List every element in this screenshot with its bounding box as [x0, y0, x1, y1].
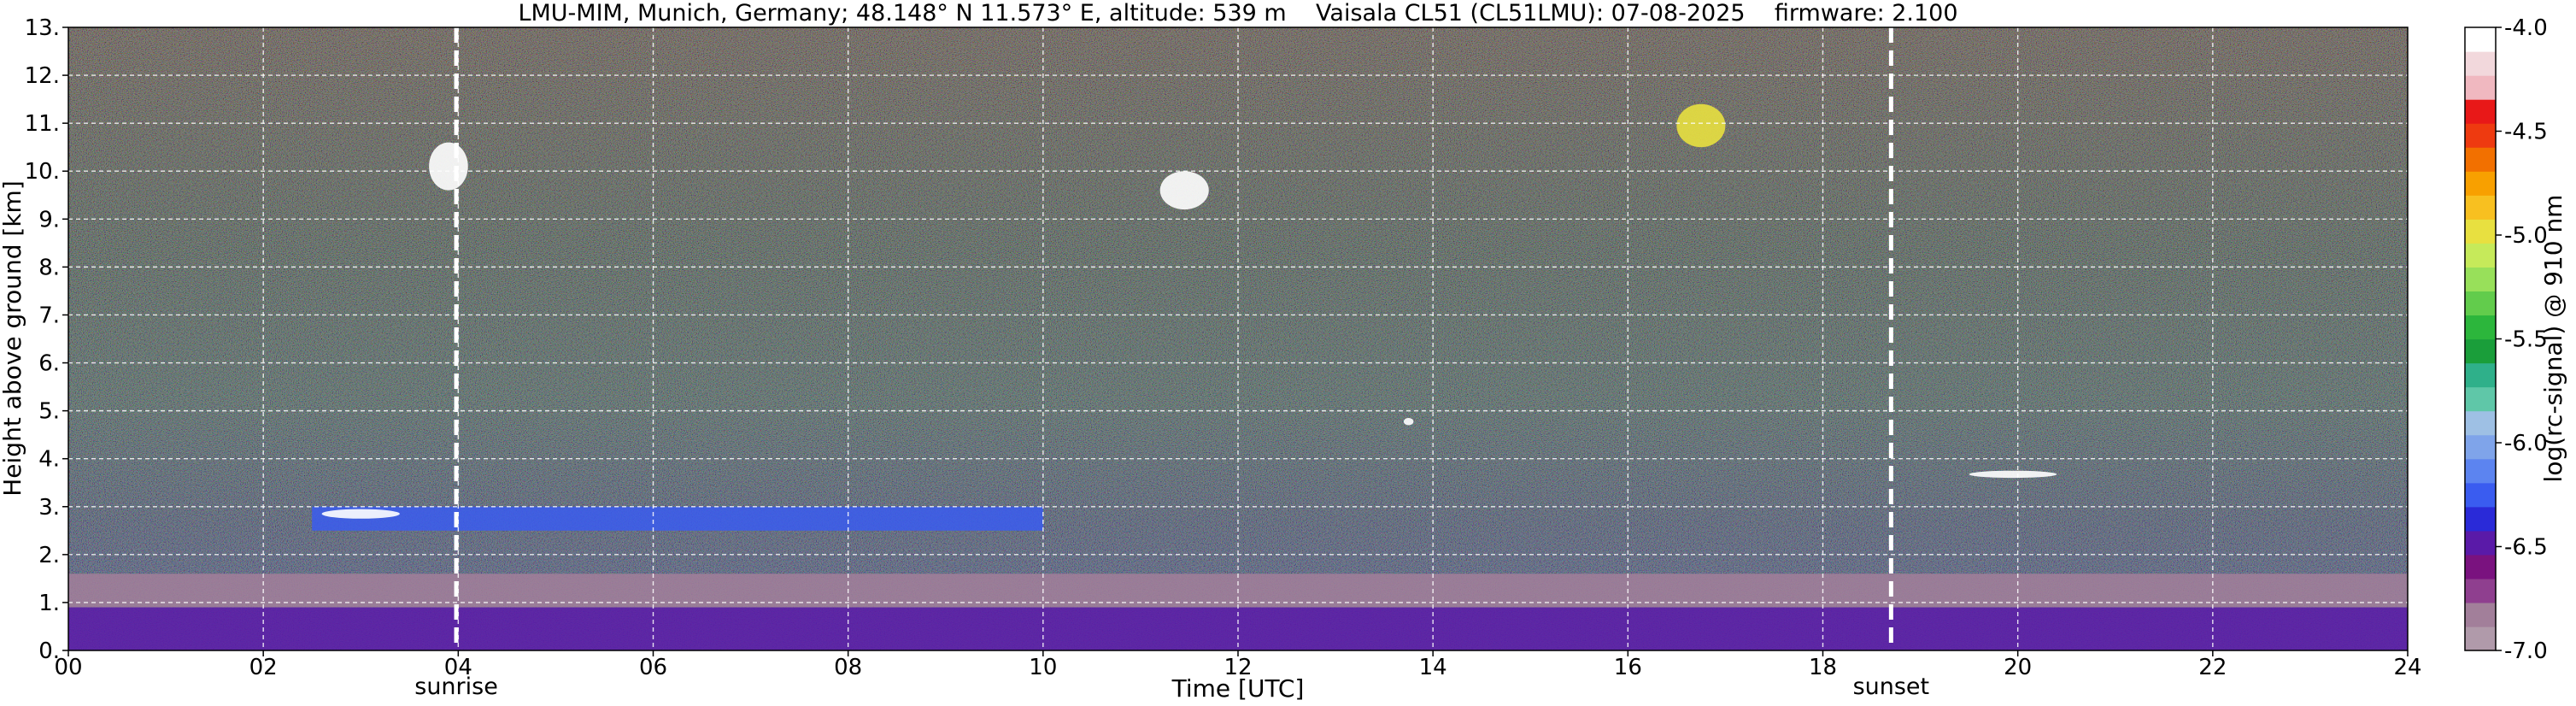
y-tick-label: 1.: [38, 591, 60, 616]
y-tick-label: 0.: [38, 638, 60, 664]
colorbar-segment: [2465, 195, 2496, 220]
colorbar-segment: [2465, 291, 2496, 316]
plot-area: [68, 27, 2408, 650]
colorbar-segment: [2465, 482, 2496, 508]
colorbar-segment: [2465, 75, 2496, 100]
y-tick-label: 11.: [25, 111, 60, 137]
x-tick-label: 02: [249, 655, 278, 680]
colorbar-segment: [2465, 386, 2496, 412]
x-tick-label: 22: [2198, 655, 2227, 680]
y-tick-label: 7.: [38, 303, 60, 328]
colorbar-tick-label: -5.5: [2504, 327, 2548, 353]
colorbar-segment: [2465, 626, 2496, 651]
colorbar-segment: [2465, 578, 2496, 603]
colorbar-segment: [2465, 171, 2496, 196]
colorbar-segment: [2465, 219, 2496, 244]
colorbar-tick-label: -5.0: [2504, 223, 2548, 249]
x-tick-label: 14: [1419, 655, 1447, 680]
x-tick-label: 20: [2004, 655, 2032, 680]
sun-markers: [454, 27, 1893, 650]
colorbar-segment: [2465, 602, 2496, 627]
y-tick-label: 5.: [38, 399, 60, 425]
colorbar-segment: [2465, 147, 2496, 172]
colorbar-segment: [2465, 315, 2496, 340]
x-tick-label: 24: [2393, 655, 2421, 680]
colorbar-tick-label: -6.5: [2504, 535, 2548, 561]
chart-title: LMU-MIM, Munich, Germany; 48.148° N 11.5…: [518, 0, 1957, 26]
colorbar-segment: [2465, 530, 2496, 556]
colorbar-tick-label: -7.0: [2504, 638, 2548, 664]
cloud-patch: [1159, 171, 1209, 210]
colorbar-segment: [2465, 243, 2496, 268]
y-tick-label: 4.: [38, 447, 60, 473]
colorbar-segment: [2465, 267, 2496, 292]
colorbar-segment: [2465, 554, 2496, 580]
colorbar-label: log(rc-signal) @ 910 nm: [2539, 195, 2567, 483]
colorbar-tick-label: -4.5: [2504, 120, 2548, 145]
colorbar-segment: [2465, 434, 2496, 460]
colorbar-segment: [2465, 506, 2496, 532]
colorbar: -7.0 -6.5 -6.0 -5.5 -5.0 -4.5 -4.0: [2464, 15, 2548, 664]
x-tick-label: 00: [54, 655, 82, 680]
x-tick-label: 10: [1029, 655, 1057, 680]
colorbar-tick-label: -6.0: [2504, 431, 2548, 456]
sunset-label: sunset: [1853, 674, 1930, 700]
colorbar-segment: [2465, 362, 2496, 388]
x-tick-label: 04: [444, 655, 472, 680]
x-axis: sunrise sunset 00 02 04 06 08 10 12 14 16 18 20 22 24: [54, 650, 2422, 700]
colorbar-tick-label: -4.0: [2504, 15, 2548, 41]
cloud-patch: [1403, 418, 1414, 426]
y-tick-label: 13.: [25, 15, 60, 41]
y-axis-label: Height above ground [km]: [0, 180, 26, 497]
y-axis: 0. 1. 2. 3. 4. 5. 6. 7. 8. 9. 10. 11. 12. 13.: [25, 15, 68, 664]
colorbar-segment: [2465, 99, 2496, 124]
y-tick-label: 3.: [38, 495, 60, 521]
colorbar-segment: [2465, 123, 2496, 148]
colorbar-segment: [2465, 27, 2496, 52]
backscatter-layer: [312, 506, 1043, 531]
colorbar-segment: [2465, 458, 2496, 484]
cloud-patch: [1969, 470, 2057, 479]
x-tick-label: 06: [639, 655, 667, 680]
sunrise-label: sunrise: [414, 674, 498, 700]
x-tick-label: 08: [834, 655, 862, 680]
y-tick-label: 9.: [38, 207, 60, 232]
colorbar-segment: [2465, 51, 2496, 76]
x-tick-label: 12: [1223, 655, 1252, 680]
cloud-patch: [1676, 103, 1726, 148]
y-tick-label: 10.: [25, 159, 60, 185]
cloud-patch: [321, 509, 400, 519]
grid: [68, 27, 2408, 650]
x-tick-label: 18: [1809, 655, 1837, 680]
y-tick-label: 8.: [38, 255, 60, 280]
y-tick-label: 6.: [38, 351, 60, 377]
x-tick-label: 16: [1614, 655, 1642, 680]
cloud-patch: [429, 142, 468, 191]
colorbar-segment: [2465, 338, 2496, 364]
y-tick-label: 2.: [38, 543, 60, 568]
x-axis-label: Time [UTC]: [1171, 674, 1305, 703]
y-tick-label: 12.: [25, 63, 60, 89]
colorbar-segment: [2465, 410, 2496, 436]
